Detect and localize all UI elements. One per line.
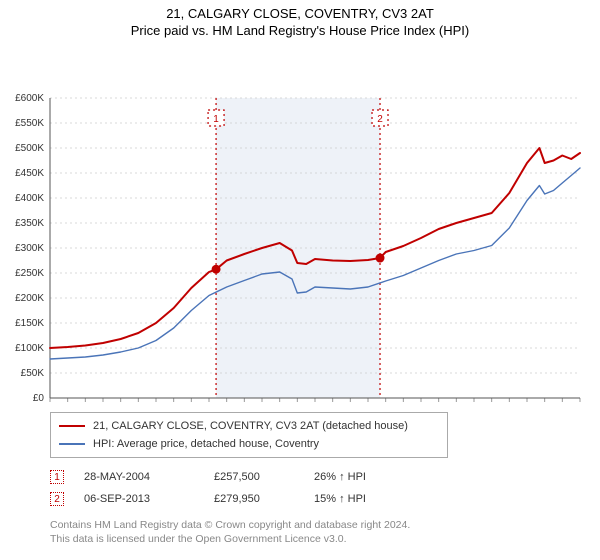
footer: Contains HM Land Registry data © Crown c…: [50, 518, 600, 546]
legend-item-hpi: HPI: Average price, detached house, Cove…: [59, 435, 439, 453]
svg-text:£550K: £550K: [15, 118, 44, 129]
events-table: 1 28-MAY-2004 £257,500 26% ↑ HPI 2 06-SE…: [50, 466, 600, 510]
legend-swatch-hpi: [59, 443, 85, 445]
event-price-2: £279,950: [214, 493, 314, 505]
event-row-2: 2 06-SEP-2013 £279,950 15% ↑ HPI: [50, 488, 600, 510]
svg-text:1: 1: [213, 114, 219, 125]
chart-title-line1: 21, CALGARY CLOSE, COVENTRY, CV3 2AT: [0, 6, 600, 21]
chart-title-line2: Price paid vs. HM Land Registry's House …: [0, 23, 600, 38]
legend: 21, CALGARY CLOSE, COVENTRY, CV3 2AT (de…: [50, 412, 448, 458]
event-marker-1-icon: 1: [50, 470, 64, 484]
svg-text:£500K: £500K: [15, 143, 44, 154]
event-date-1: 28-MAY-2004: [84, 471, 214, 483]
svg-text:£350K: £350K: [15, 218, 44, 229]
legend-label-property: 21, CALGARY CLOSE, COVENTRY, CV3 2AT (de…: [93, 420, 408, 432]
event-price-1: £257,500: [214, 471, 314, 483]
footer-line2: This data is licensed under the Open Gov…: [50, 532, 600, 546]
svg-text:£400K: £400K: [15, 193, 44, 204]
svg-text:£100K: £100K: [15, 343, 44, 354]
price-chart: £0 £50K £100K £150K £200K £250K £300K £350K £400…: [0, 46, 600, 406]
event-date-2: 06-SEP-2013: [84, 493, 214, 505]
event-pct-1: 26% ↑ HPI: [314, 471, 414, 483]
svg-text:£300K: £300K: [15, 243, 44, 254]
svg-text:£600K: £600K: [15, 93, 44, 104]
svg-text:£250K: £250K: [15, 268, 44, 279]
legend-label-hpi: HPI: Average price, detached house, Cove…: [93, 438, 319, 450]
svg-text:£50K: £50K: [21, 368, 45, 379]
chart-container: 21, CALGARY CLOSE, COVENTRY, CV3 2AT Pri…: [0, 0, 600, 546]
svg-text:£200K: £200K: [15, 293, 44, 304]
legend-item-property: 21, CALGARY CLOSE, COVENTRY, CV3 2AT (de…: [59, 417, 439, 435]
svg-text:2: 2: [377, 114, 383, 125]
event-row-1: 1 28-MAY-2004 £257,500 26% ↑ HPI: [50, 466, 600, 488]
legend-swatch-property: [59, 425, 85, 427]
svg-text:£150K: £150K: [15, 318, 44, 329]
event-pct-2: 15% ↑ HPI: [314, 493, 414, 505]
footer-line1: Contains HM Land Registry data © Crown c…: [50, 518, 600, 532]
svg-text:£450K: £450K: [15, 168, 44, 179]
svg-text:£0: £0: [33, 393, 45, 404]
event-marker-2-icon: 2: [50, 492, 64, 506]
